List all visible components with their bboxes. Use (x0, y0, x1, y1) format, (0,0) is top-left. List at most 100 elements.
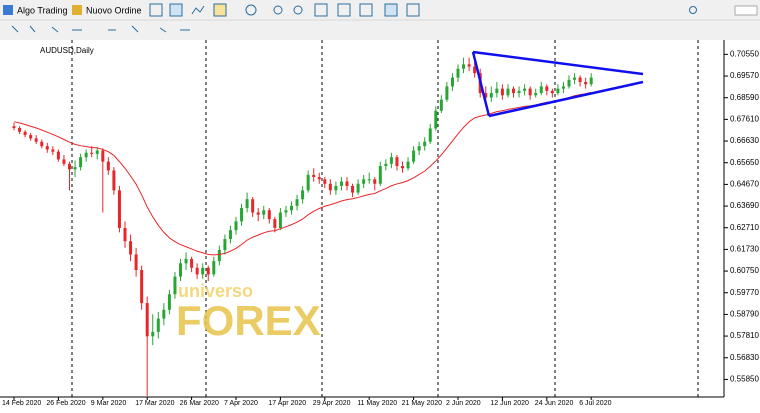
lower-trendline (488, 80, 644, 118)
line-chart-icon[interactable] (191, 5, 205, 15)
search-box[interactable] (734, 5, 758, 16)
candle-body (179, 263, 182, 277)
candle-body (445, 86, 449, 100)
tile-icon[interactable] (314, 3, 328, 17)
candle-body (389, 157, 393, 164)
y-tick-label: 0.69570 (730, 71, 759, 80)
drawing-tools[interactable] (11, 25, 190, 33)
candle-body (56, 151, 60, 160)
x-tick-label: 21 May 2020 (402, 400, 443, 407)
x-tick-label: 26 Mar 2020 (180, 400, 219, 407)
candle-body (356, 183, 360, 193)
candle-body (384, 163, 388, 167)
candle-body (589, 77, 593, 85)
candle-body (79, 157, 83, 168)
grid-icon[interactable] (406, 3, 420, 17)
candle-body (84, 152, 88, 158)
y-tick-label: 0.62710 (730, 223, 759, 232)
order-icon[interactable] (72, 5, 82, 15)
x-tick-label: 17 Apr 2020 (268, 400, 306, 407)
candle-icon[interactable] (169, 3, 183, 17)
candle-body (473, 66, 477, 74)
x-tick-label: 12 Jun 2020 (490, 400, 529, 407)
candle-body (512, 88, 515, 94)
candle-body (201, 267, 205, 275)
candle-body (534, 93, 538, 96)
candle-body (517, 90, 521, 94)
candle-body (401, 166, 404, 169)
scroll-icon[interactable] (337, 3, 351, 17)
shift-icon[interactable] (359, 3, 373, 17)
candle-body (317, 177, 321, 180)
candle-body (484, 93, 488, 98)
candle-body (306, 174, 310, 191)
chart-title: AUDUSD,Daily (40, 46, 94, 55)
candle-body (278, 212, 282, 228)
candle-body (129, 241, 133, 255)
candle-body (117, 190, 121, 228)
crosshair-icon[interactable] (384, 3, 398, 17)
candle-body (312, 174, 316, 178)
candle-body (212, 261, 216, 275)
candle-body (539, 86, 543, 94)
x-tick-label: 29 Apr 2020 (313, 400, 351, 407)
candle-body (18, 128, 22, 132)
candle-body (351, 185, 355, 193)
y-tick-label: 0.60750 (730, 266, 759, 275)
x-tick-label: 14 Feb 2020 (2, 400, 41, 407)
candle-body (500, 88, 504, 96)
algo-icon[interactable] (3, 5, 13, 15)
candle-body (556, 88, 560, 94)
candle-body (523, 88, 527, 91)
x-tick-label: 11 May 2020 (357, 400, 397, 407)
candle-body (12, 126, 16, 129)
y-tick-label: 0.66630 (730, 136, 759, 145)
candle-body (290, 205, 293, 211)
y-tick-label: 0.57810 (730, 331, 759, 340)
y-tick-label: 0.68590 (730, 93, 759, 102)
toolbar-icons (11, 3, 758, 33)
candle-body (245, 199, 249, 209)
candle-body (73, 167, 77, 170)
candle-body (68, 163, 71, 170)
candle-body (34, 138, 38, 142)
candle-body (262, 210, 266, 215)
indicator-icon[interactable] (213, 3, 227, 17)
candle-body (334, 185, 338, 191)
candle-body (45, 146, 49, 150)
candle-body (106, 161, 110, 171)
period-icon[interactable] (245, 4, 257, 16)
candle-body (578, 77, 582, 83)
candle-body (323, 179, 327, 184)
candle-body (378, 166, 382, 184)
bar-chart-icon[interactable] (149, 3, 163, 17)
candle-body (528, 88, 532, 96)
search-icon[interactable] (689, 6, 697, 14)
candle-body (467, 64, 471, 67)
y-tick-label: 0.65650 (730, 158, 759, 167)
zoom-in-icon[interactable] (273, 5, 283, 15)
candle-body (234, 221, 238, 231)
candle-body (545, 86, 549, 91)
candle-body (406, 161, 410, 169)
candle-body (417, 146, 421, 151)
watermark-main: FOREX (176, 297, 321, 344)
candle-body (462, 64, 466, 69)
candle-body (495, 88, 499, 94)
candle-body (240, 208, 244, 222)
y-tick-label: 0.56830 (730, 353, 759, 362)
algo-trading-button[interactable]: Algo Trading (17, 5, 68, 15)
candle-body (428, 128, 432, 142)
x-tick-label: 26 Feb 2020 (46, 400, 85, 407)
candle-body (506, 88, 510, 96)
candle-body (423, 141, 427, 147)
candle-body (156, 318, 160, 332)
new-order-button[interactable]: Nuovo Ordine (86, 5, 142, 15)
y-tick-label: 0.67610 (730, 114, 759, 123)
candle-body (162, 309, 166, 319)
candle-body (190, 258, 194, 268)
candle-body (51, 149, 55, 152)
candle-body (362, 179, 366, 184)
zoom-out-icon[interactable] (293, 5, 303, 15)
